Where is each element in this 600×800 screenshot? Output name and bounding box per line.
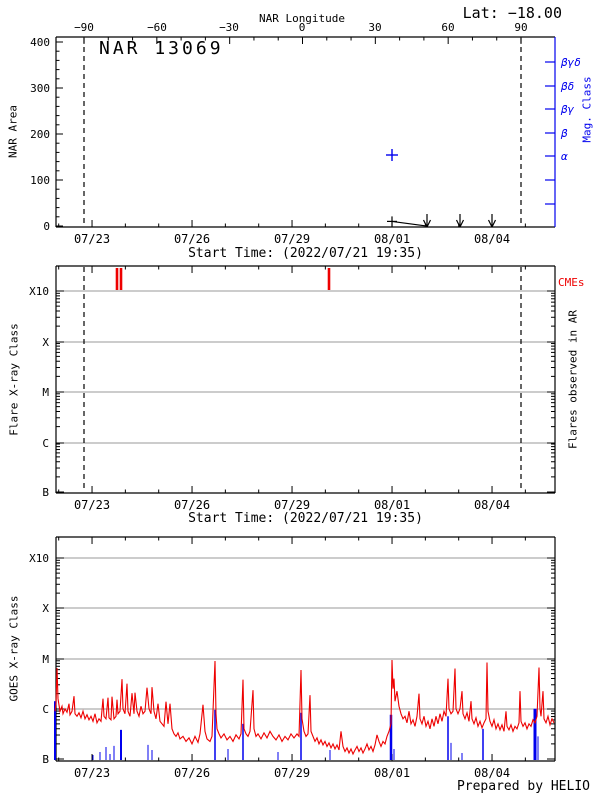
mag-class-label: βγ: [560, 103, 575, 116]
mag-class-label: βγδ: [560, 56, 581, 69]
area-tick-label: 100: [30, 174, 50, 187]
class-tick-label: M: [42, 386, 49, 399]
longitude-tick-label: 0: [299, 21, 306, 34]
limit-arrow: [487, 219, 493, 228]
class-tick-label: C: [42, 703, 49, 716]
class-tick-label: X: [42, 602, 49, 615]
ylabel-goes-xray: GOES X-ray Class: [7, 595, 21, 702]
mag-class-label: β: [560, 127, 568, 140]
area-tick-label: 0: [43, 220, 50, 233]
date-tick-label: 08/04: [474, 232, 510, 246]
class-tick-label: X10: [29, 285, 49, 298]
area-tick-label: 300: [30, 82, 50, 95]
goes-flux-curve: [54, 659, 555, 756]
longitude-tick-label: −90: [74, 21, 94, 34]
date-tick-label: 07/26: [174, 232, 210, 246]
date-tick-label: 07/23: [74, 766, 110, 780]
date-tick-label: 07/26: [174, 766, 210, 780]
date-tick-label: 08/04: [474, 766, 510, 780]
right-label-flares-observed: Flares observed in AR: [566, 309, 580, 450]
ylabel-flare-xray: Flare X-ray Class: [7, 323, 21, 436]
longitude-tick-label: 30: [368, 21, 381, 34]
credit-label: Prepared by HELIO: [456, 779, 590, 794]
class-tick-label: B: [42, 753, 49, 766]
limit-arrow: [426, 219, 432, 228]
ylabel-mag-class: Mag. Class: [580, 76, 594, 143]
mag-class-label: α: [561, 150, 568, 163]
longitude-tick-label: 60: [441, 21, 454, 34]
longitude-tick-label: −60: [147, 21, 167, 34]
longitude-axis-title: NAR Longitude: [258, 12, 346, 25]
area-line: [391, 220, 426, 227]
date-tick-label: 07/23: [74, 498, 110, 512]
date-tick-label: 07/29: [274, 498, 310, 512]
class-tick-label: B: [42, 486, 49, 499]
longitude-tick-label: 90: [514, 21, 527, 34]
class-tick-label: X: [42, 336, 49, 349]
area-tick-label: 400: [30, 36, 50, 49]
limit-arrow: [491, 219, 497, 228]
date-tick-label: 08/01: [374, 498, 410, 512]
date-tick-label: 07/29: [274, 232, 310, 246]
date-tick-label: 08/01: [374, 766, 410, 780]
date-tick-label: 07/23: [74, 232, 110, 246]
class-tick-label: X10: [29, 552, 49, 565]
cmes-label: CMEs: [558, 276, 585, 289]
mag-class-label: βδ: [560, 80, 574, 93]
limit-arrow: [455, 219, 461, 228]
date-tick-label: 07/26: [174, 498, 210, 512]
ylabel-nar-area: NAR Area: [6, 105, 20, 158]
page-title: NAR 13069: [99, 38, 224, 59]
date-tick-label: 08/04: [474, 498, 510, 512]
longitude-tick-label: −30: [219, 21, 239, 34]
limit-arrow: [459, 219, 465, 228]
class-tick-label: M: [42, 653, 49, 666]
date-tick-label: 08/01: [374, 232, 410, 246]
xlabel-panel2: Start Time: (2022/07/21 19:35): [188, 511, 423, 526]
xlabel-panel1: Start Time: (2022/07/21 19:35): [188, 246, 423, 261]
limit-arrow: [422, 219, 428, 228]
area-tick-label: 200: [30, 128, 50, 141]
date-tick-label: 07/29: [274, 766, 310, 780]
lat-label: Lat: −18.00: [462, 4, 562, 22]
class-tick-label: C: [42, 437, 49, 450]
